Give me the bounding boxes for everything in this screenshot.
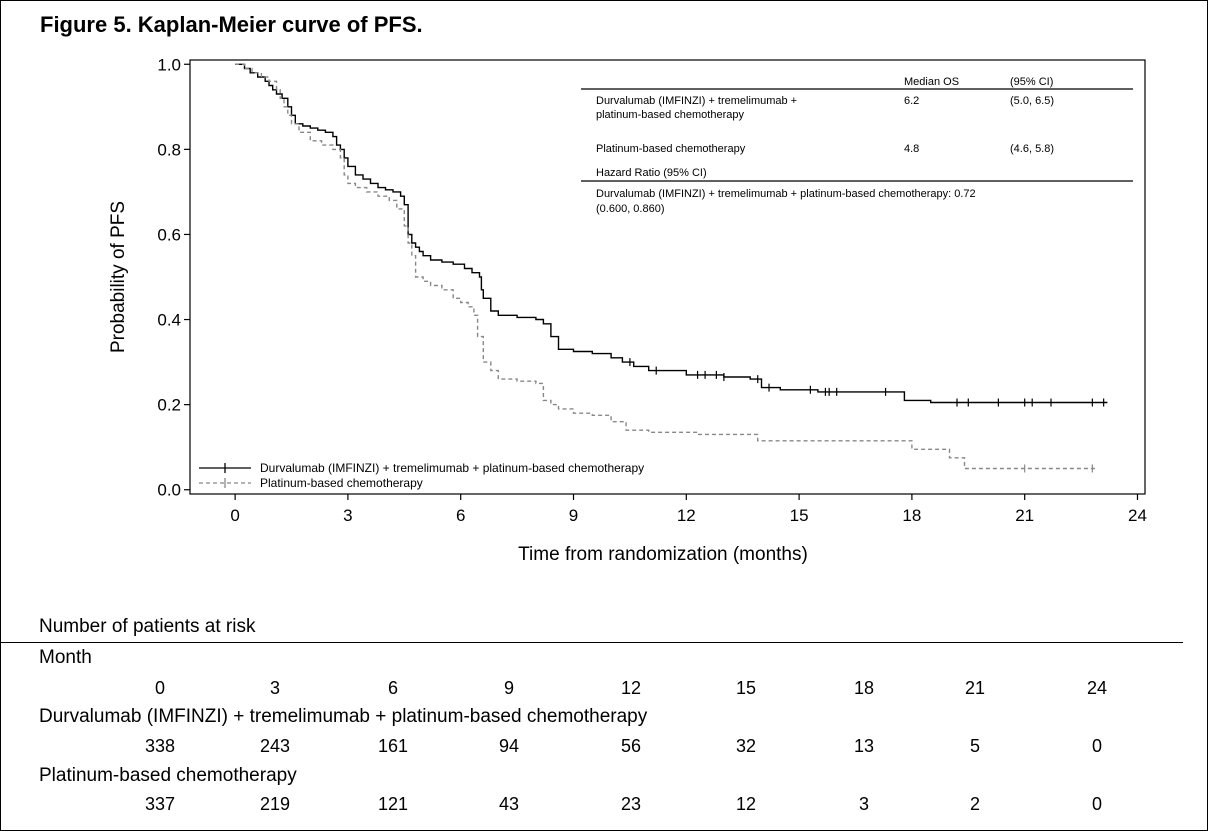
inset-header-median: Median OS: [904, 76, 959, 88]
risk-month-12: 12: [620, 678, 642, 698]
legend-label-chemo: Platinum-based chemotherapy: [260, 476, 423, 490]
risk-durvalumab-count-6: 161: [377, 736, 409, 756]
y-tick-label-0: 0.0: [157, 481, 181, 500]
risk-durvalumab-count-15: 32: [735, 736, 757, 756]
y-axis-label: Probability of PFS: [108, 201, 129, 353]
risk-month-21: 21: [964, 678, 986, 698]
inset-row2-median: 4.8: [904, 143, 919, 155]
y-tick-label-1: 0.2: [157, 396, 181, 415]
risk-chemo-count-9: 43: [498, 794, 520, 814]
y-tick-label-3: 0.6: [157, 225, 181, 244]
x-tick-label-3: 3: [343, 506, 352, 525]
risk-month-3: 3: [269, 678, 281, 698]
x-tick-label-9: 9: [569, 506, 578, 525]
inset-table: Median OS (95% CI) Durvalumab (IMFINZI) …: [581, 76, 1133, 215]
x-tick-label-18: 18: [902, 506, 921, 525]
x-tick-label-12: 12: [677, 506, 696, 525]
risk-durvalumab-count-9: 94: [498, 736, 520, 756]
x-tick-label-21: 21: [1015, 506, 1034, 525]
inset-hr-line2: (0.600, 0.860): [596, 203, 665, 215]
risk-durvalumab-count-3: 243: [259, 736, 291, 756]
risk-group-chemo-label: Platinum-based chemotherapy: [39, 765, 297, 786]
risk-chemo-count-24: 0: [1091, 794, 1103, 814]
y-tick-label-4: 0.8: [157, 140, 181, 159]
inset-row1-median: 6.2: [904, 95, 919, 107]
risk-durvalumab-count-0: 338: [144, 736, 176, 756]
inset-header-ci: (95% CI): [1010, 76, 1053, 88]
plot-area: 0 3 6 9 12 15 18 21 24 0.0 0.2 0.4 0.6 0.8 1.0: [157, 55, 1147, 525]
x-axis-label: Time from randomization (months): [518, 544, 808, 565]
x-tick-label-0: 0: [230, 506, 239, 525]
risk-month-0: 0: [154, 678, 166, 698]
plot-frame: [189, 59, 1146, 495]
risk-durvalumab-count-21: 5: [969, 736, 981, 756]
risk-group-durvalumab-label: Durvalumab (IMFINZI) + tremelimumab + pl…: [39, 706, 648, 727]
y-tick-label-2: 0.4: [157, 311, 181, 330]
inset-row2-label: Platinum-based chemotherapy: [596, 143, 746, 155]
risk-chemo-count-3: 219: [259, 794, 291, 814]
inset-row2-ci: (4.6, 5.8): [1010, 143, 1054, 155]
x-tick-label-6: 6: [456, 506, 465, 525]
km-chart: 0 3 6 9 12 15 18 21 24 0.0 0.2 0.4 0.6 0.8 1.0 Time fr…: [108, 55, 1147, 565]
risk-chemo-count-21: 2: [969, 794, 981, 814]
risk-month-6: 6: [387, 678, 399, 698]
risk-chemo-count-0: 337: [144, 794, 176, 814]
inset-row1-label-line1: Durvalumab (IMFINZI) + tremelimumab +: [596, 95, 797, 107]
risk-table-rule: [0, 642, 1183, 643]
risk-month-label: Month: [39, 647, 92, 668]
risk-durvalumab-count-18: 13: [853, 736, 875, 756]
risk-chemo-count-15: 12: [735, 794, 757, 814]
inset-row1-label-line2: platinum-based chemotherapy: [596, 109, 744, 121]
figure-title: Figure 5. Kaplan-Meier curve of PFS.: [40, 12, 423, 37]
inset-hr-header: Hazard Ratio (95% CI): [596, 167, 707, 179]
risk-chemo-count-12: 23: [620, 794, 642, 814]
risk-chemo-count-6: 121: [377, 794, 409, 814]
series-line-chemo: [235, 63, 1097, 470]
risk-durvalumab-count-12: 56: [620, 736, 642, 756]
risk-month-9: 9: [503, 678, 515, 698]
risk-chemo-count-18: 3: [858, 794, 870, 814]
risk-month-15: 15: [735, 678, 757, 698]
y-tick-label-5: 1.0: [157, 55, 181, 74]
legend: Durvalumab (IMFINZI) + tremelimumab + pl…: [199, 461, 644, 490]
inset-hr-line1: Durvalumab (IMFINZI) + tremelimumab + pl…: [596, 188, 976, 200]
inset-row1-ci: (5.0, 6.5): [1010, 95, 1054, 107]
risk-month-24: 24: [1086, 678, 1108, 698]
risk-table-title: Number of patients at risk: [39, 616, 256, 637]
x-tick-label-24: 24: [1128, 506, 1147, 525]
legend-label-durvalumab: Durvalumab (IMFINZI) + tremelimumab + pl…: [260, 461, 644, 475]
risk-durvalumab-count-24: 0: [1091, 736, 1103, 756]
x-tick-label-15: 15: [790, 506, 809, 525]
risk-month-18: 18: [853, 678, 875, 698]
